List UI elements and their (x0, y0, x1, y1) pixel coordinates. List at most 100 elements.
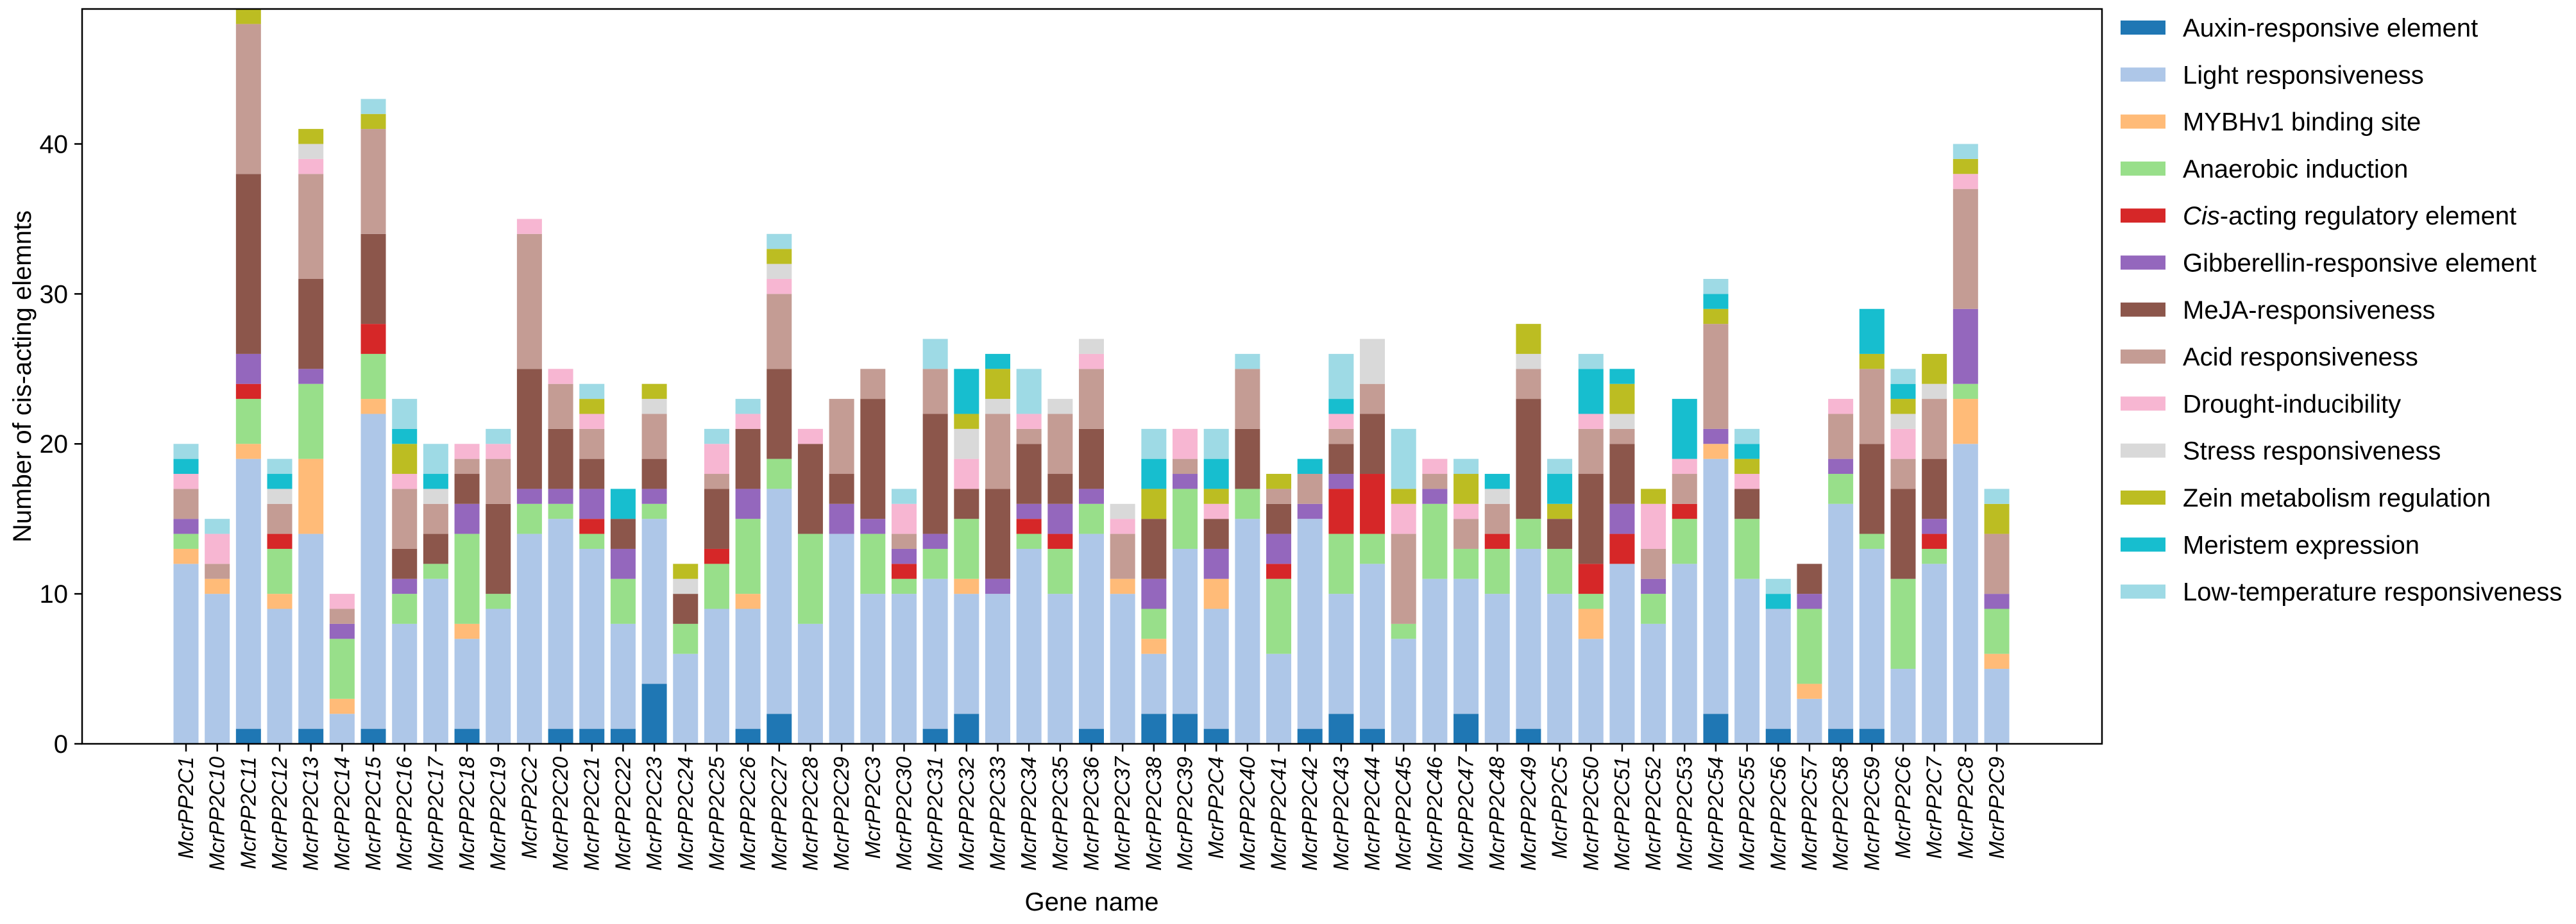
bar-segment (392, 548, 418, 579)
bar-stack (173, 444, 199, 744)
bar-segment (985, 353, 1010, 369)
x-tick-label: McrPP2C13 (299, 756, 323, 871)
bar-segment (1360, 383, 1385, 414)
bar-segment (610, 623, 636, 729)
bar-segment (329, 698, 355, 714)
bar-segment (235, 9, 261, 24)
bar-stack (1922, 353, 1947, 744)
bar-segment (1173, 458, 1198, 475)
legend-label-italic: Cis (2183, 202, 2220, 230)
bar-segment (1047, 503, 1073, 534)
bar-segment (1516, 548, 1541, 729)
bar-segment (1984, 594, 2010, 609)
legend: Auxin-responsive element Light responsive… (2121, 14, 2562, 607)
bar-stack (610, 489, 636, 744)
bar-stack (985, 353, 1010, 744)
legend-item: Gibberellin-responsive element (2121, 249, 2536, 278)
bar-segment (1890, 669, 1916, 744)
bar-segment (1235, 353, 1260, 369)
x-tick-label: McrPP2C43 (1329, 756, 1353, 871)
bar-segment (922, 728, 948, 744)
x-tick-label: McrPP2C47 (1454, 755, 1478, 871)
bar-stack (1672, 399, 1697, 744)
bar-segment (1110, 594, 1135, 744)
bar-segment (579, 728, 605, 744)
bar-segment (1110, 533, 1135, 579)
bar-segment (1422, 458, 1448, 475)
bar-segment (1609, 383, 1635, 414)
bar-stack (1141, 428, 1167, 744)
bar-stack (579, 383, 605, 744)
bar-segment (1016, 444, 1042, 504)
y-tick-label: 40 (40, 130, 69, 158)
bar-segment (1922, 399, 1947, 459)
bar-segment (1484, 594, 1510, 744)
bar-segment (486, 428, 511, 444)
bar-segment (1922, 383, 1947, 399)
bar-segment (985, 594, 1010, 744)
bar-segment (548, 503, 573, 519)
bar-segment (1266, 489, 1292, 504)
x-tick-label: McrPP2C16 (393, 756, 416, 871)
bar-segment (1516, 728, 1541, 744)
legend-item: MYBHv1 binding site (2121, 108, 2421, 137)
bar-segment (298, 533, 324, 729)
bar-segment (1203, 428, 1229, 459)
x-axis-ticks: McrPP2C1 McrPP2C10 McrPP2C11 McrPP2C12 McrPP… (174, 744, 2008, 871)
bar-segment (1859, 353, 1885, 369)
bar-segment (486, 458, 511, 504)
bar-segment (1828, 458, 1854, 475)
bar-segment (1578, 414, 1604, 429)
bar-segment (1797, 564, 1822, 594)
x-tick-label: McrPP2C22 (611, 757, 634, 871)
bar-segment (985, 399, 1010, 414)
bar-segment (1765, 728, 1791, 744)
bar-segment (1203, 728, 1229, 744)
plot-frame (81, 8, 2103, 745)
bar-stack (1328, 353, 1354, 744)
bar-segment (267, 594, 292, 609)
x-tick-label: McrPP2C28 (798, 756, 822, 871)
bar-segment (985, 369, 1010, 399)
bar-segment (1890, 383, 1916, 399)
bar-segment (1453, 519, 1479, 549)
bar-segment (1203, 458, 1229, 489)
bar-segment (205, 519, 230, 534)
bar-segment (1828, 414, 1854, 459)
bar-segment (985, 414, 1010, 489)
bar-segment (173, 458, 199, 475)
bar-segment (1484, 533, 1510, 549)
bar-segment (1859, 444, 1885, 534)
bar-segment (1391, 489, 1416, 504)
bar-segment (704, 428, 729, 444)
bar-stack (1859, 308, 1885, 744)
bar-stack (1734, 428, 1760, 744)
bar-stack (1984, 489, 2010, 744)
bar-segment (704, 489, 729, 549)
bar-segment (1266, 474, 1292, 489)
bar-segment (1079, 369, 1104, 429)
bar-segment (673, 594, 699, 624)
bar-segment (454, 474, 480, 504)
bar-stack (205, 519, 230, 744)
bar-segment (454, 533, 480, 624)
x-tick-label: McrPP2C33 (985, 756, 1009, 871)
bar-segment (1047, 414, 1073, 475)
bar-segment (516, 233, 542, 369)
legend-label: Cis-acting regulatory element (2183, 202, 2516, 230)
bar-segment (1859, 308, 1885, 354)
bar-segment (548, 728, 573, 744)
bar-segment (1203, 503, 1229, 519)
bar-segment (735, 594, 761, 609)
bar-segment (1922, 458, 1947, 519)
bar-segment (1328, 353, 1354, 399)
x-tick-label: McrPP2C37 (1110, 755, 1134, 871)
x-tick-label: McrPP2C55 (1735, 756, 1759, 871)
bar-segment (1609, 444, 1635, 504)
bar-segment (1422, 489, 1448, 504)
bar-segment (735, 519, 761, 594)
bar-stack (235, 9, 261, 744)
bar-segment (1173, 428, 1198, 459)
bar-segment (922, 578, 948, 729)
x-tick-label: McrPP2C24 (674, 757, 697, 871)
